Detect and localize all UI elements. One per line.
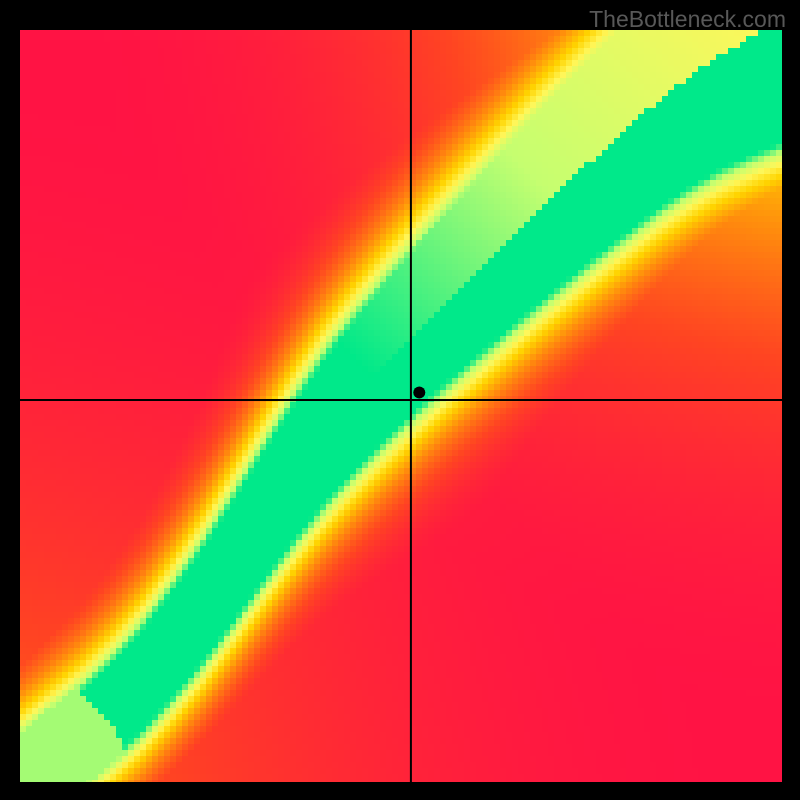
bottleneck-heatmap (0, 0, 800, 800)
chart-container: TheBottleneck.com (0, 0, 800, 800)
